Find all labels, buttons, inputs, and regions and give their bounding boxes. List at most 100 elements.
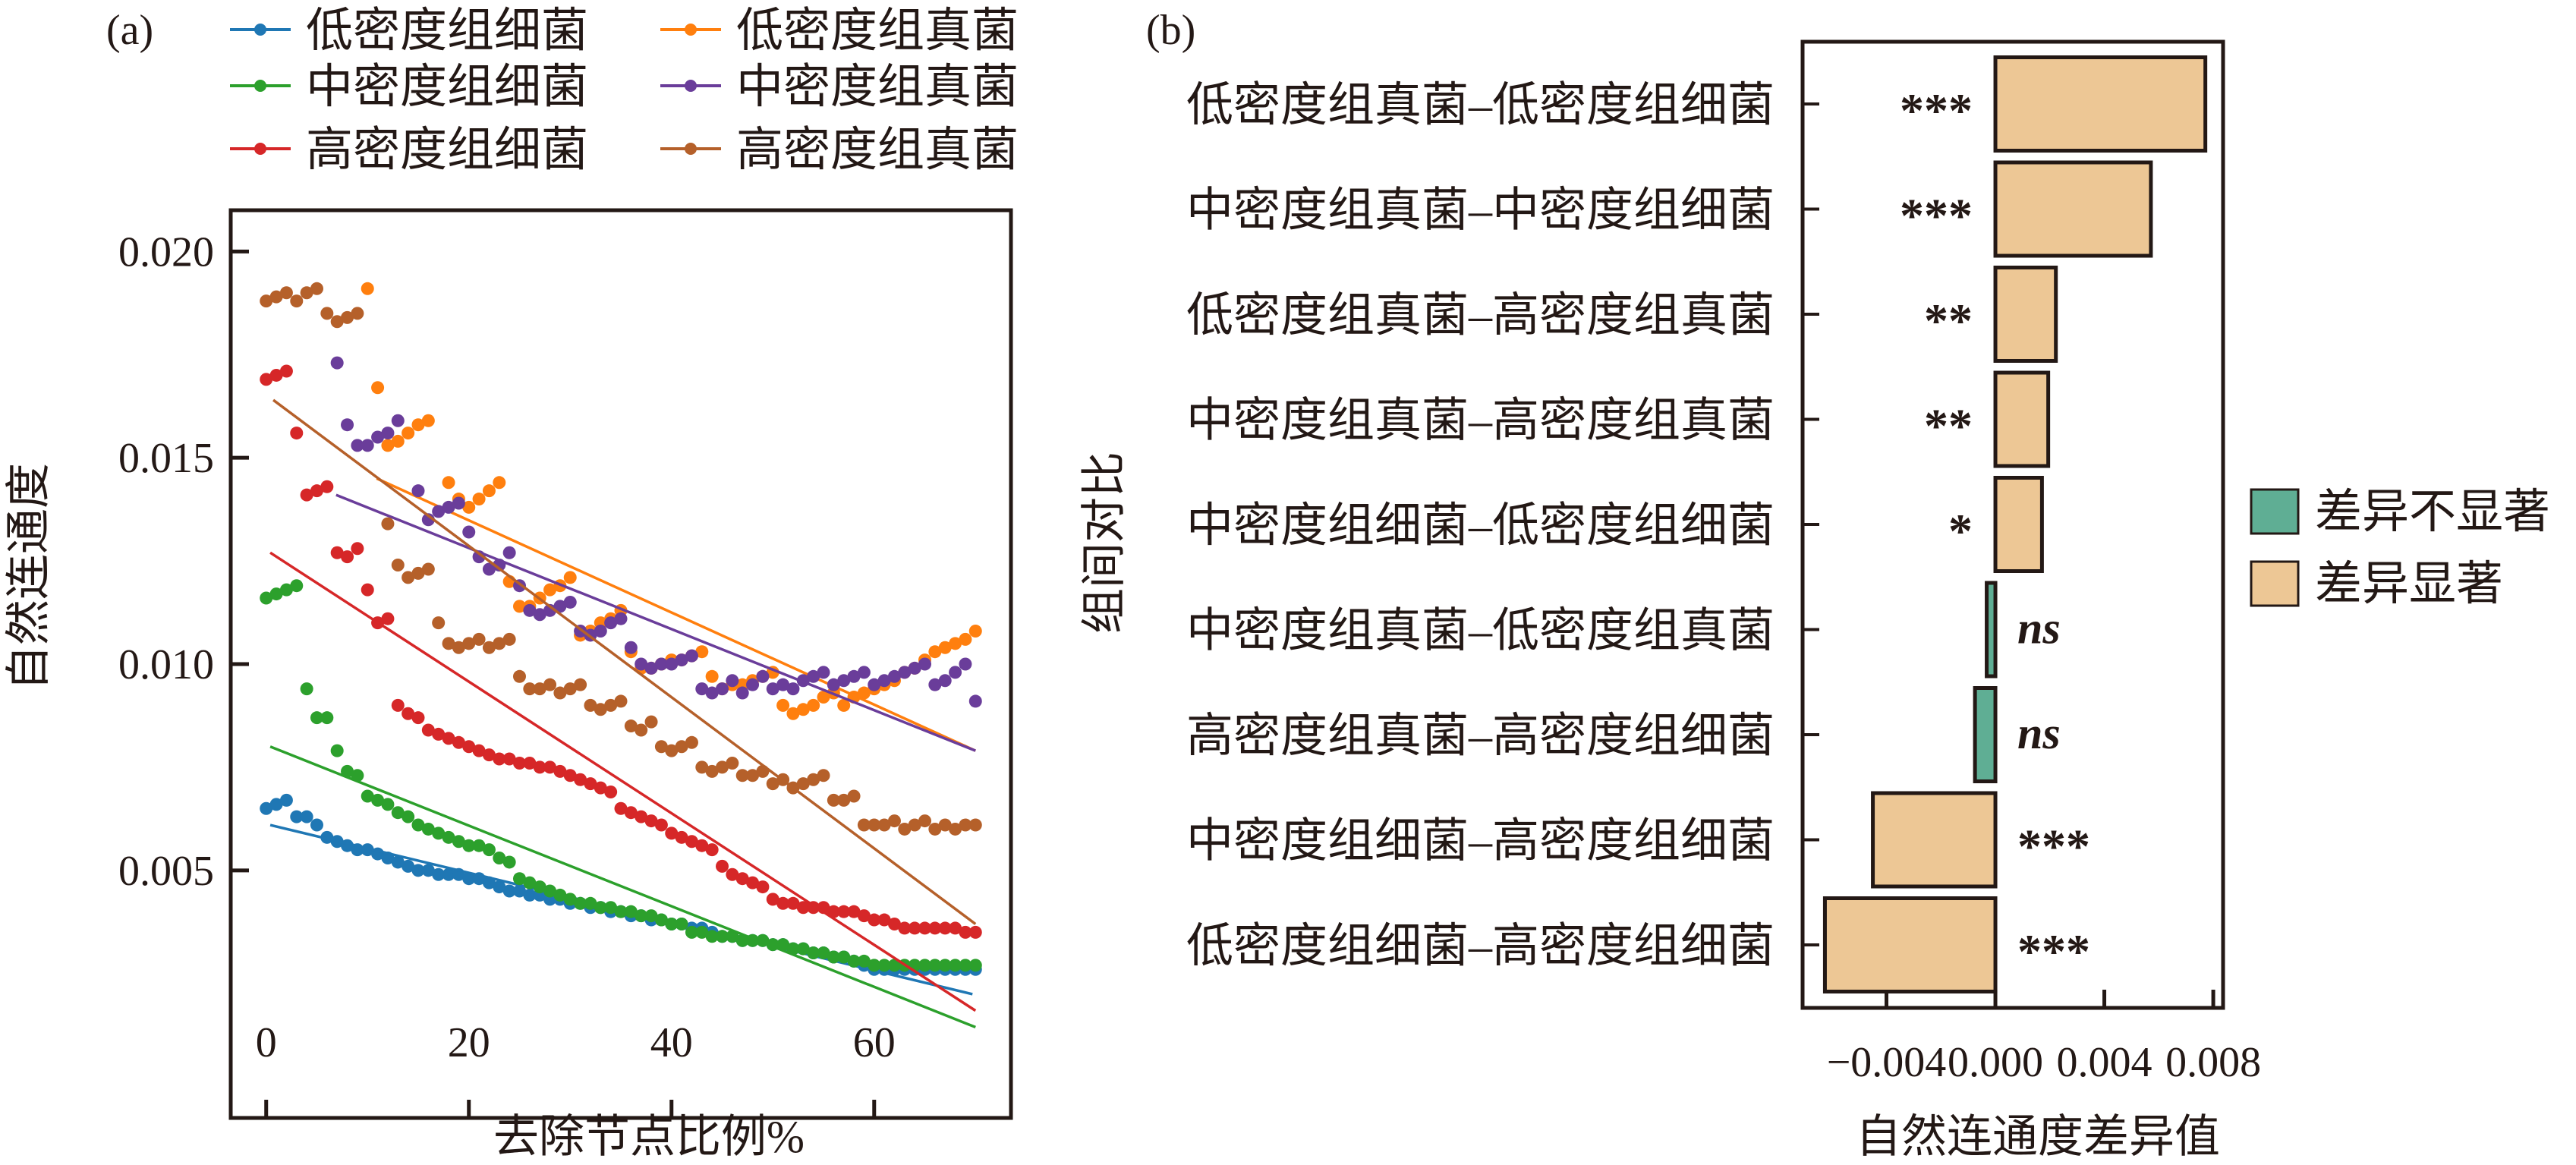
data-point: [543, 760, 557, 774]
category-label: 中密度组真菌–中密度组细菌: [1186, 185, 1775, 237]
data-point: [827, 793, 840, 807]
data-point: [442, 476, 455, 490]
data-point: [877, 818, 891, 832]
data-point: [482, 748, 496, 762]
data-point: [279, 583, 293, 597]
y-axis-label: 自然连通度: [4, 463, 54, 691]
data-point: [776, 678, 790, 691]
data-point: [371, 430, 385, 444]
data-point: [735, 769, 749, 782]
legend-label: 低密度组真菌: [736, 5, 1019, 57]
legend-marker: [685, 24, 697, 36]
data-point: [887, 917, 901, 930]
data-point: [493, 637, 506, 650]
data-point: [624, 905, 638, 918]
bar: [1993, 266, 2058, 363]
x-tick-label: 0.008: [2165, 1039, 2261, 1086]
data-point: [432, 867, 446, 881]
data-point: [452, 835, 465, 849]
x-tick-label: 0.000: [1948, 1039, 2043, 1086]
data-point: [644, 909, 658, 923]
data-point: [807, 946, 820, 960]
data-point: [411, 711, 425, 725]
data-point: [857, 954, 871, 968]
data-point: [260, 591, 273, 605]
data-point: [594, 703, 607, 716]
data-point: [482, 641, 496, 654]
legend-item: 低密度组真菌: [660, 5, 1019, 57]
category-label: 低密度组真菌–高密度组真菌: [1186, 290, 1775, 342]
data-point: [898, 822, 912, 836]
data-point: [837, 905, 851, 918]
legend-item: 中密度组细菌: [230, 61, 588, 113]
data-point: [574, 678, 587, 691]
trend-line: [272, 398, 977, 925]
x-tick-label: 60: [853, 1019, 896, 1066]
data-point: [482, 843, 496, 857]
data-point: [796, 942, 810, 956]
data-point: [269, 290, 283, 304]
data-point: [533, 682, 546, 696]
data-point: [502, 632, 516, 646]
series-4: [260, 364, 982, 1012]
data-point: [512, 669, 526, 683]
data-point: [624, 641, 638, 654]
data-point: [402, 427, 415, 440]
data-point: [786, 896, 800, 910]
data-point: [543, 583, 557, 597]
data-point: [908, 818, 921, 832]
data-point: [898, 666, 912, 679]
data-point: [685, 835, 698, 849]
data-point: [279, 793, 293, 807]
significance-label: ns: [2017, 708, 2061, 758]
legend-marker: [685, 80, 697, 92]
data-point: [462, 740, 476, 754]
legend-label: 中密度组真菌: [736, 61, 1019, 113]
data-point: [887, 669, 901, 683]
data-point: [949, 822, 962, 836]
legend-label: 差异不显著: [2315, 486, 2550, 538]
data-point: [391, 414, 405, 427]
data-point: [635, 723, 648, 737]
data-point: [716, 859, 729, 873]
data-point: [563, 769, 577, 782]
data-point: [421, 414, 435, 427]
data-point: [726, 867, 739, 881]
data-point: [421, 723, 435, 737]
data-point: [877, 913, 891, 927]
data-point: [584, 698, 597, 712]
data-point: [421, 864, 435, 877]
data-point: [877, 959, 891, 972]
data-point: [746, 769, 760, 782]
data-point: [614, 905, 628, 918]
data-point: [644, 715, 658, 729]
data-point: [411, 484, 425, 498]
data-point: [411, 566, 425, 580]
data-point: [887, 959, 901, 972]
data-point: [523, 682, 537, 696]
y-tick-label: 0.020: [118, 228, 214, 276]
data-point: [685, 649, 698, 663]
data-point: [432, 505, 446, 518]
data-point: [968, 694, 982, 708]
data-point: [949, 637, 962, 650]
data-point: [665, 827, 679, 840]
data-point: [959, 657, 972, 671]
data-point: [746, 678, 760, 691]
data-point: [493, 880, 506, 894]
bar: [1973, 686, 1998, 783]
legend-marker: [254, 80, 266, 92]
data-point: [868, 678, 881, 691]
data-point: [695, 682, 709, 696]
data-point: [938, 674, 952, 688]
panel-a: 0 20 40 60 0.005 0.010 0.015 0.020 去除节点比例% 自然连通度 (…: [4, 5, 1019, 1162]
data-point: [796, 901, 810, 915]
legend-label: 高密度组真菌: [736, 124, 1019, 176]
series-5: [260, 282, 982, 925]
data-point: [968, 625, 982, 638]
data-point: [351, 542, 364, 556]
y-axis-label: 组间对比: [1079, 452, 1129, 634]
data-point: [330, 315, 344, 329]
data-point: [290, 427, 304, 440]
data-point: [604, 786, 618, 799]
